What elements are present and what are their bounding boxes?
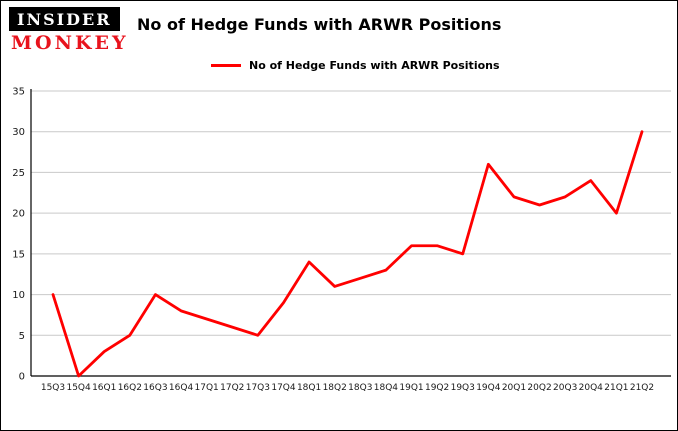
x-axis-label: 17Q4	[271, 383, 296, 393]
x-axis-label: 18Q4	[374, 383, 399, 393]
y-axis-label: 0	[19, 372, 25, 383]
y-axis-label: 25	[12, 168, 25, 179]
x-axis-label: 16Q1	[92, 383, 116, 393]
logo-monkey-text: MONKEY	[11, 32, 129, 54]
legend-label: No of Hedge Funds with ARWR Positions	[249, 59, 500, 72]
x-axis-label: 17Q2	[220, 383, 244, 393]
x-axis-label: 19Q2	[425, 383, 449, 393]
x-axis-label: 20Q4	[579, 383, 604, 393]
x-axis-label: 20Q3	[553, 383, 577, 393]
y-axis-label: 15	[12, 249, 25, 260]
x-axis-label: 17Q3	[246, 383, 270, 393]
x-axis-label: 19Q1	[399, 383, 423, 393]
series-line	[51, 130, 644, 378]
logo-insider-text: INSIDER	[9, 7, 120, 31]
x-axis-label: 17Q1	[195, 383, 219, 393]
x-axis-label: 19Q3	[451, 383, 475, 393]
y-axis-label: 35	[12, 87, 25, 98]
y-axis-label: 10	[12, 290, 25, 301]
x-axis-label: 20Q2	[527, 383, 551, 393]
x-axis-label: 18Q1	[297, 383, 321, 393]
x-axis-label: 21Q2	[630, 383, 654, 393]
x-axis-label: 20Q1	[502, 383, 526, 393]
y-axis-label: 5	[19, 331, 25, 342]
x-axis-label: 21Q1	[604, 383, 628, 393]
insider-monkey-logo: INSIDER MONKEY	[9, 7, 133, 54]
y-axis-label: 30	[12, 127, 25, 138]
x-axis-label: 18Q2	[323, 383, 347, 393]
x-axis-label: 15Q3	[41, 383, 65, 393]
y-axis-label: 20	[12, 209, 25, 220]
x-axis-label: 16Q3	[143, 383, 167, 393]
x-axis-label: 19Q4	[476, 383, 501, 393]
x-axis-label: 16Q4	[169, 383, 194, 393]
x-axis-label: 18Q3	[348, 383, 372, 393]
x-axis-label: 16Q2	[118, 383, 142, 393]
legend: No of Hedge Funds with ARWR Positions	[211, 59, 500, 72]
chart-title: No of Hedge Funds with ARWR Positions	[137, 15, 502, 34]
legend-line-swatch	[211, 64, 241, 67]
x-axis-label: 15Q4	[66, 383, 91, 393]
